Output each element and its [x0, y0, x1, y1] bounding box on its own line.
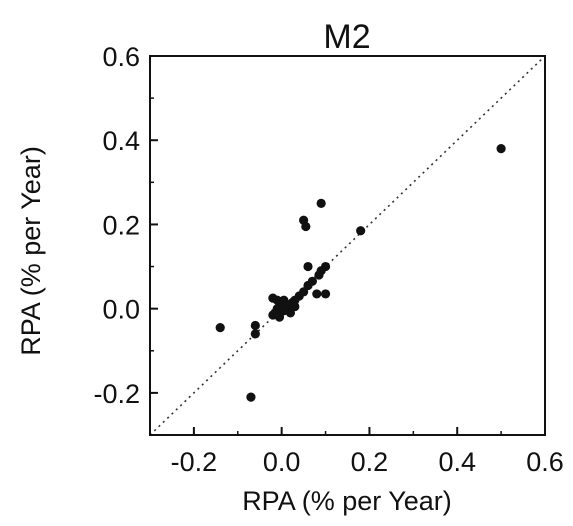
data-point	[215, 323, 225, 333]
x-tick-label: 0.2	[351, 447, 389, 477]
x-tick-label: 0.0	[263, 447, 301, 477]
y-tick-label: 0.4	[102, 126, 140, 156]
y-tick-label: 0.2	[102, 210, 140, 240]
y-tick-label: 0.0	[102, 295, 140, 325]
data-point	[246, 392, 256, 402]
plot-area	[149, 55, 546, 436]
data-point	[268, 293, 278, 303]
data-point	[320, 289, 331, 299]
data-point	[316, 198, 326, 208]
x-tick-label: -0.2	[171, 447, 218, 477]
data-point	[356, 226, 366, 236]
y-axis-label: RPA (% per Year)	[16, 146, 46, 356]
x-axis-label: RPA (% per Year)	[242, 486, 452, 516]
data-point	[496, 144, 506, 154]
data-point	[274, 312, 285, 322]
data-point	[314, 270, 324, 280]
x-tick-label: 0.4	[438, 447, 476, 477]
y-tick-label: 0.6	[102, 42, 140, 72]
data-point	[250, 320, 260, 331]
data-point	[250, 329, 260, 339]
y-tick-label: -0.2	[93, 379, 140, 409]
chart-title: M2	[323, 18, 370, 56]
x-axis: -0.2 0.0 0.2 0.4 0.6	[149, 427, 564, 477]
x-tick-label: 0.6	[526, 447, 564, 477]
data-point	[303, 261, 313, 272]
data-point	[301, 221, 311, 232]
data-point	[312, 289, 322, 299]
data-point	[290, 301, 300, 312]
reference-diagonal-line	[149, 55, 546, 436]
points-layer	[215, 144, 506, 402]
plot-frame	[149, 55, 546, 436]
y-axis: -0.2 0.0 0.2 0.4 0.6	[93, 42, 158, 436]
data-point	[281, 299, 291, 310]
